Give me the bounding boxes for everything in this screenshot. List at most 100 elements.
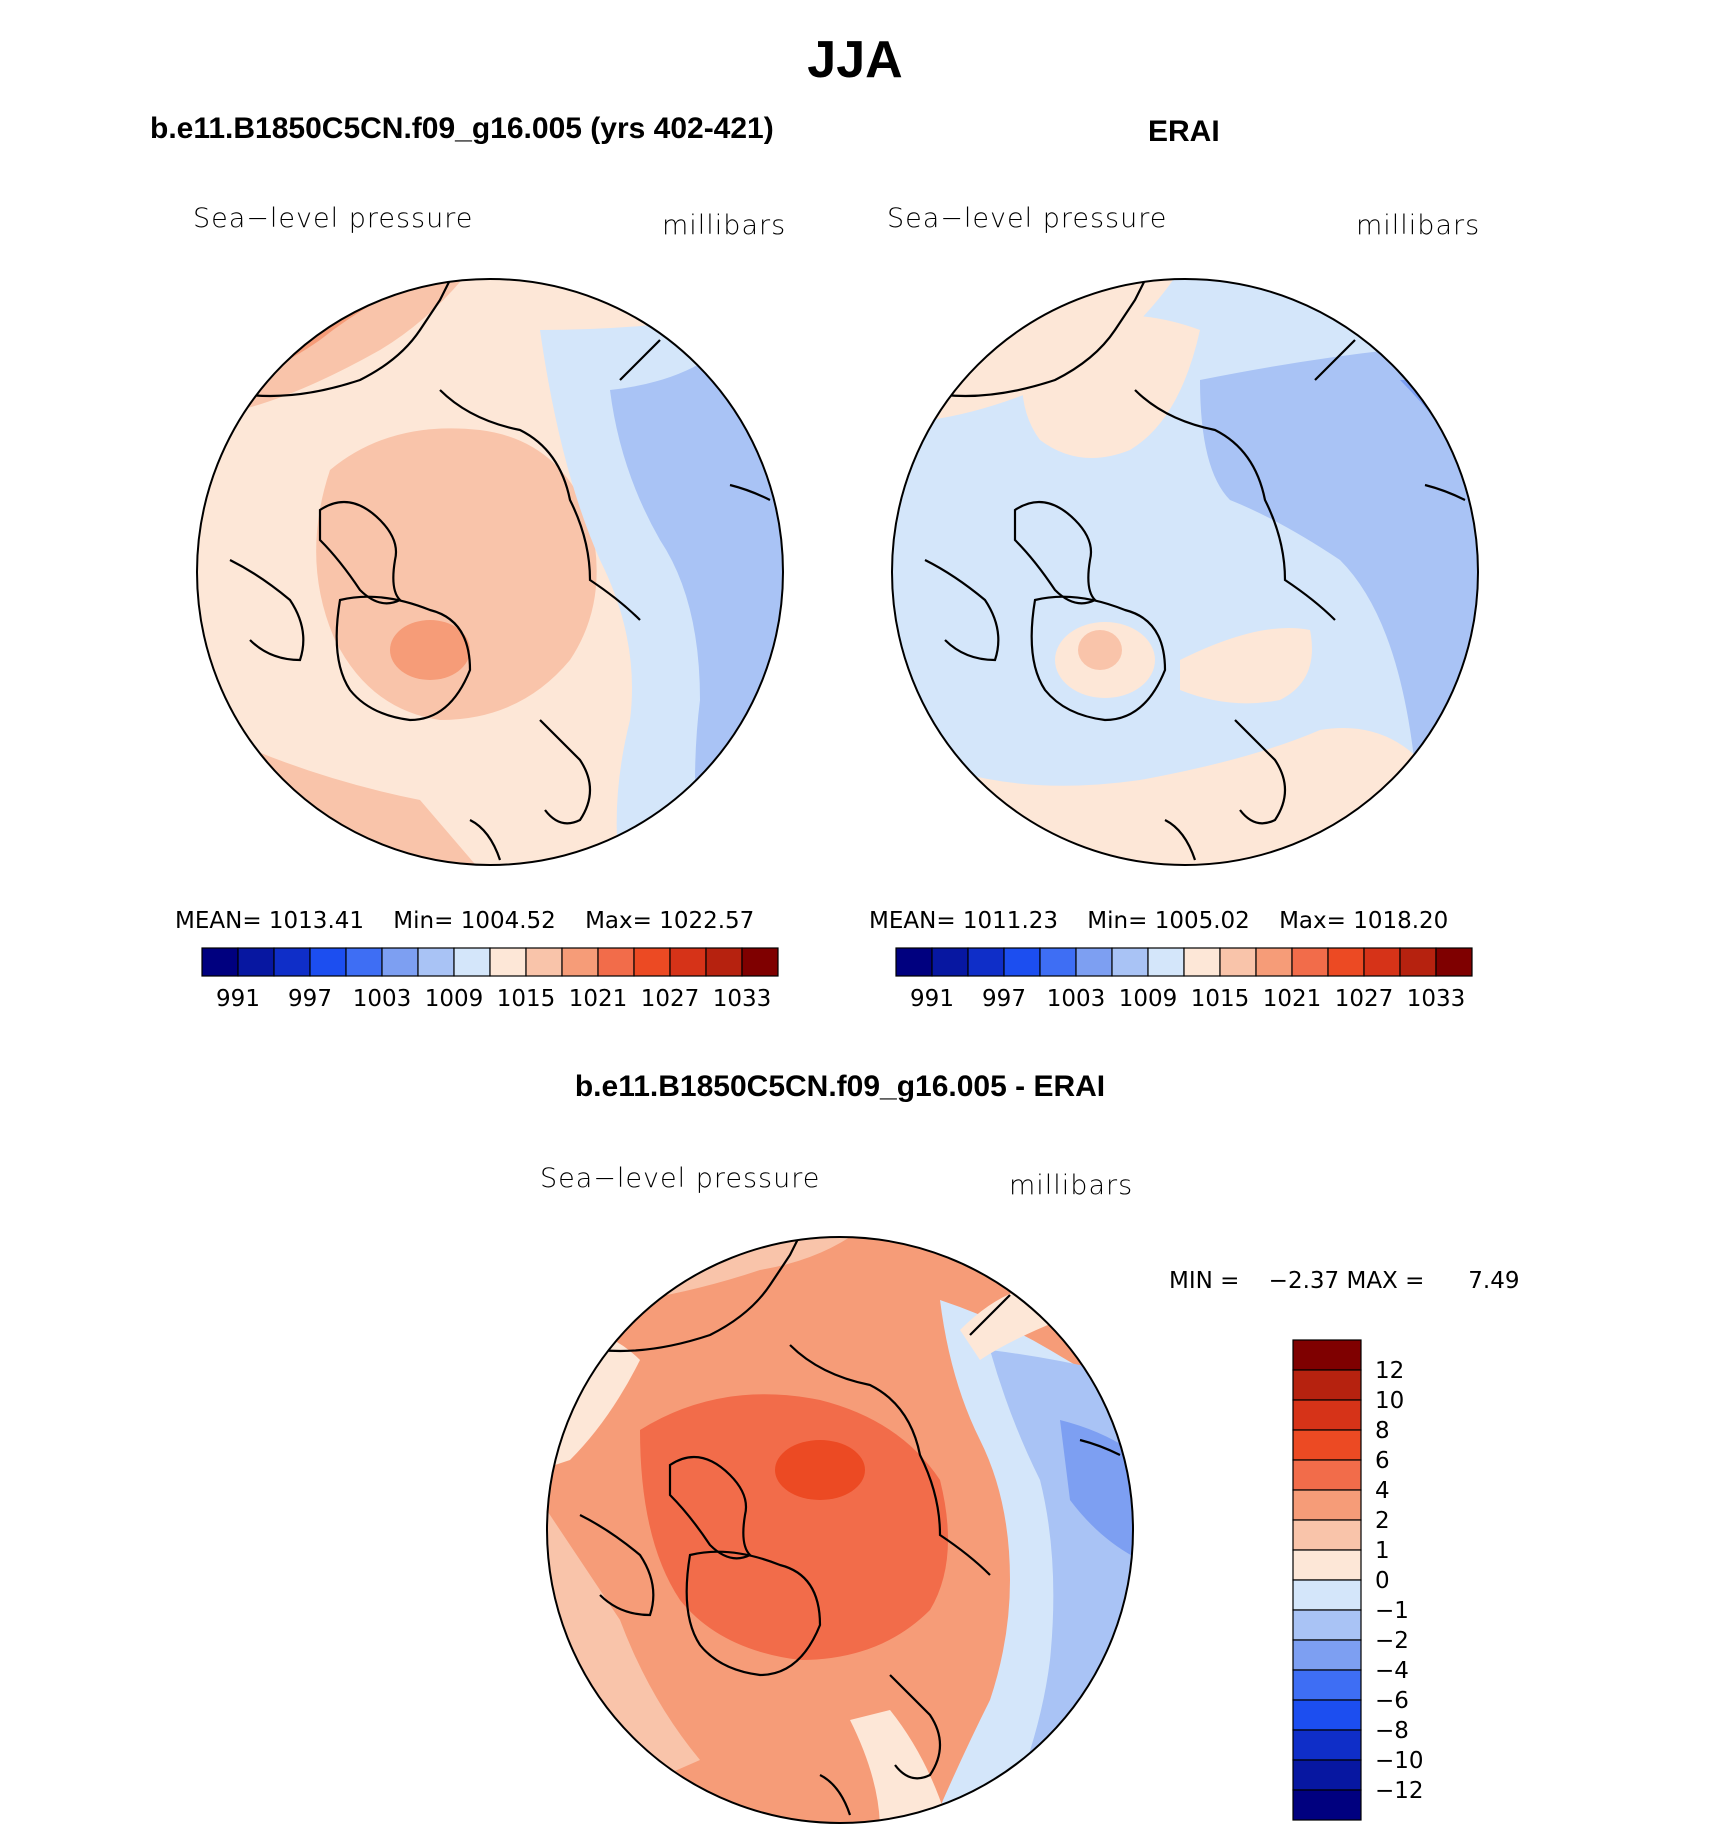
obs-colorbar-box bbox=[1039, 947, 1077, 977]
diff-colorbar-tick-label: 12 bbox=[1375, 1358, 1404, 1384]
diff-colorbar-tick-label: −10 bbox=[1375, 1748, 1424, 1774]
obs-map bbox=[891, 278, 1479, 866]
model-max-value: 1022.57 bbox=[659, 908, 755, 934]
obs-colorbar-box bbox=[1111, 947, 1149, 977]
model-colorbar-box bbox=[453, 947, 491, 977]
obs-colorbar-box bbox=[967, 947, 1005, 977]
diff-colorbar-box bbox=[1292, 1549, 1362, 1581]
model-colorbar-tick-label: 1033 bbox=[713, 986, 772, 1012]
model-units-label: millibars bbox=[662, 210, 787, 241]
obs-colorbar-box bbox=[1219, 947, 1257, 977]
obs-map-border bbox=[891, 278, 1479, 866]
diff-colorbar-tick-label: −8 bbox=[1375, 1718, 1409, 1744]
obs-contour-atlantic bbox=[1180, 628, 1312, 704]
model-min-label: Min= bbox=[393, 908, 454, 934]
obs-contour-greenland-peak bbox=[1078, 630, 1122, 670]
page-title: JJA bbox=[807, 31, 903, 89]
obs-coastlines bbox=[924, 279, 1466, 861]
obs-colorbar-tick-label: 1033 bbox=[1407, 986, 1466, 1012]
model-colorbar-box bbox=[345, 947, 383, 977]
obs-colorbar-box bbox=[1291, 947, 1329, 977]
diff-coastlines bbox=[579, 1237, 1121, 1816]
diff-colorbar-box bbox=[1292, 1579, 1362, 1611]
diff-variable-label: Sea−level pressure bbox=[540, 1163, 821, 1194]
diff-colorbar-box bbox=[1292, 1339, 1362, 1371]
model-colorbar-tick-label: 1021 bbox=[569, 986, 628, 1012]
obs-colorbar-tick-label: 1015 bbox=[1191, 986, 1250, 1012]
diff-max-value: 7.49 bbox=[1468, 1268, 1520, 1294]
obs-variable-label: Sea−level pressure bbox=[887, 203, 1168, 234]
obs-colorbar-box bbox=[1363, 947, 1401, 977]
diff-colorbar-box bbox=[1292, 1609, 1362, 1641]
obs-stats: MEAN= 1011.23 Min= 1005.02 Max= 1018.20 bbox=[869, 908, 1448, 934]
diff-colorbar-box bbox=[1292, 1759, 1362, 1791]
diff-colorbar-box bbox=[1292, 1459, 1362, 1491]
obs-colorbar-tick-label: 991 bbox=[910, 986, 954, 1012]
obs-colorbar-tick-label: 997 bbox=[982, 986, 1026, 1012]
obs-colorbar-box bbox=[895, 947, 933, 977]
diff-colorbar-tick-label: 6 bbox=[1375, 1448, 1390, 1474]
model-contour-center bbox=[316, 428, 597, 720]
model-colorbar-tick-label: 991 bbox=[216, 986, 260, 1012]
obs-colorbar-tick-label: 1027 bbox=[1335, 986, 1394, 1012]
diff-contour-center bbox=[640, 1394, 948, 1660]
diff-colorbar-box bbox=[1292, 1429, 1362, 1461]
model-colorbar-box bbox=[489, 947, 527, 977]
model-colorbar-box bbox=[309, 947, 347, 977]
model-min-value: 1004.52 bbox=[460, 908, 556, 934]
diff-colorbar-box bbox=[1292, 1489, 1362, 1521]
diff-colorbar-tick-label: 1 bbox=[1375, 1538, 1390, 1564]
diff-units-label: millibars bbox=[1009, 1170, 1134, 1201]
diff-colorbar-box bbox=[1292, 1729, 1362, 1761]
diff-colorbar-box bbox=[1292, 1669, 1362, 1701]
diff-map-border bbox=[546, 1236, 1134, 1824]
diff-colorbar-tick-label: 4 bbox=[1375, 1478, 1390, 1504]
model-stats: MEAN= 1013.41 Min= 1004.52 Max= 1022.57 bbox=[175, 908, 754, 934]
model-colorbar-tick-label: 1009 bbox=[425, 986, 484, 1012]
model-colorbar-box bbox=[597, 947, 635, 977]
obs-min-value: 1005.02 bbox=[1154, 908, 1250, 934]
model-colorbar-box bbox=[669, 947, 707, 977]
model-map-border bbox=[196, 278, 784, 866]
diff-colorbar-box bbox=[1292, 1699, 1362, 1731]
model-colorbar-tick-label: 1015 bbox=[497, 986, 556, 1012]
diff-stats: MIN = −2.37 MAX = 7.49 bbox=[1169, 1268, 1519, 1294]
obs-max-label: Max= bbox=[1279, 908, 1346, 934]
model-colorbar-box bbox=[633, 947, 671, 977]
obs-colorbar-box bbox=[1183, 947, 1221, 977]
model-colorbar-box bbox=[237, 947, 275, 977]
model-colorbar-box bbox=[525, 947, 563, 977]
diff-colorbar-tick-label: 2 bbox=[1375, 1508, 1390, 1534]
diff-colorbar-box bbox=[1292, 1399, 1362, 1431]
obs-panel-title: ERAI bbox=[1148, 115, 1220, 148]
obs-contour-north bbox=[1022, 315, 1200, 458]
diff-min-value: −2.37 bbox=[1268, 1268, 1340, 1294]
obs-colorbar-box bbox=[1399, 947, 1437, 977]
diff-map bbox=[546, 1236, 1134, 1824]
model-colorbar-box bbox=[381, 947, 419, 977]
obs-contour-low-e bbox=[1200, 350, 1478, 865]
model-colorbar-tick-label: 997 bbox=[288, 986, 332, 1012]
diff-min-label: MIN = bbox=[1169, 1268, 1240, 1294]
diff-contour-peak bbox=[775, 1440, 865, 1500]
model-colorbar-box bbox=[741, 947, 779, 977]
diff-colorbar-tick-label: −12 bbox=[1375, 1778, 1424, 1804]
diff-colorbar-box bbox=[1292, 1519, 1362, 1551]
obs-colorbar-box bbox=[1327, 947, 1365, 977]
model-colorbar-tick-label: 1003 bbox=[353, 986, 412, 1012]
diff-colorbar-tick-label: −1 bbox=[1375, 1598, 1409, 1624]
model-panel-title: b.e11.B1850C5CN.f09_g16.005 (yrs 402-421… bbox=[150, 112, 774, 145]
diff-colorbar-tick-label: −6 bbox=[1375, 1688, 1409, 1714]
obs-colorbar-box bbox=[1435, 947, 1473, 977]
model-map bbox=[196, 278, 784, 866]
diff-colorbar-tick-label: −4 bbox=[1375, 1658, 1409, 1684]
model-mean-label: MEAN= bbox=[175, 908, 262, 934]
model-variable-label: Sea−level pressure bbox=[193, 203, 474, 234]
obs-units-label: millibars bbox=[1356, 210, 1481, 241]
model-colorbar-box bbox=[273, 947, 311, 977]
model-mean-value: 1013.41 bbox=[268, 908, 365, 934]
obs-colorbar-tick-label: 1021 bbox=[1263, 986, 1322, 1012]
diff-colorbar-box bbox=[1292, 1789, 1362, 1821]
model-contour-greenland bbox=[390, 620, 470, 680]
